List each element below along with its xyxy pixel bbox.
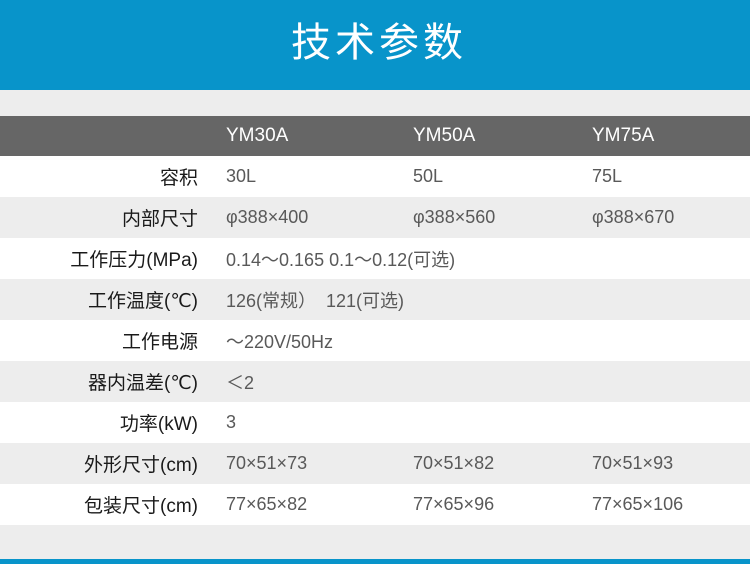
table-header-row: YM30A YM50A YM75A [0, 116, 750, 156]
row-value-ym30a: 70×51×73 [216, 443, 407, 484]
footer-spacer [0, 525, 750, 559]
row-value-ym75a: 77×65×106 [590, 484, 750, 525]
row-value-ym50a: φ388×560 [407, 197, 590, 238]
footer-accent-bar [0, 559, 750, 564]
row-value-ym50a: 70×51×82 [407, 443, 590, 484]
page-banner: 技术参数 [0, 0, 750, 90]
table-row: 功率(kW) 3 [0, 402, 750, 443]
row-value-merged: 3 [216, 402, 750, 443]
row-label: 容积 [0, 156, 216, 197]
row-value-ym75a: 70×51×93 [590, 443, 750, 484]
specifications-table: YM30A YM50A YM75A 容积 30L 50L 75L 内部尺寸 φ388×40… [0, 116, 750, 525]
row-label: 器内温差(℃) [0, 361, 216, 402]
row-value-merged: ＜2 [216, 361, 750, 402]
row-value-ym75a: φ388×670 [590, 197, 750, 238]
table-row: 外形尺寸(cm) 70×51×73 70×51×82 70×51×93 [0, 443, 750, 484]
page-title: 技术参数 [291, 21, 467, 65]
column-header-ym30a: YM30A [216, 116, 407, 156]
table-row: 工作电源 ～220V/50Hz [0, 320, 750, 361]
table-body: 容积 30L 50L 75L 内部尺寸 φ388×400 φ388×560 φ388×670 工… [0, 156, 750, 525]
row-label: 内部尺寸 [0, 197, 216, 238]
row-value-ym75a: 75L [590, 156, 750, 197]
row-value-merged: ～220V/50Hz [216, 320, 750, 361]
table-row: 工作温度(℃) 126(常规） 121(可选) [0, 279, 750, 320]
row-label: 功率(kW) [0, 402, 216, 443]
banner-table-spacer [0, 90, 750, 116]
row-value-merged: 0.14～0.165 0.1～0.12(可选) [216, 238, 750, 279]
table-row: 工作压力(MPa) 0.14～0.165 0.1～0.12(可选) [0, 238, 750, 279]
row-value-ym50a: 77×65×96 [407, 484, 590, 525]
column-header-ym50a: YM50A [407, 116, 590, 156]
row-value-merged: 126(常规） 121(可选) [216, 279, 750, 320]
table-row: 器内温差(℃) ＜2 [0, 361, 750, 402]
table-row: 内部尺寸 φ388×400 φ388×560 φ388×670 [0, 197, 750, 238]
row-value-ym50a: 50L [407, 156, 590, 197]
table-row: 包装尺寸(cm) 77×65×82 77×65×96 77×65×106 [0, 484, 750, 525]
column-header-label [0, 116, 216, 156]
row-label: 工作压力(MPa) [0, 238, 216, 279]
column-header-ym75a: YM75A [590, 116, 750, 156]
row-label: 工作温度(℃) [0, 279, 216, 320]
table-row: 容积 30L 50L 75L [0, 156, 750, 197]
row-label: 工作电源 [0, 320, 216, 361]
row-value-ym30a: 77×65×82 [216, 484, 407, 525]
row-value-ym30a: 30L [216, 156, 407, 197]
row-label: 包装尺寸(cm) [0, 484, 216, 525]
row-label: 外形尺寸(cm) [0, 443, 216, 484]
row-value-ym30a: φ388×400 [216, 197, 407, 238]
